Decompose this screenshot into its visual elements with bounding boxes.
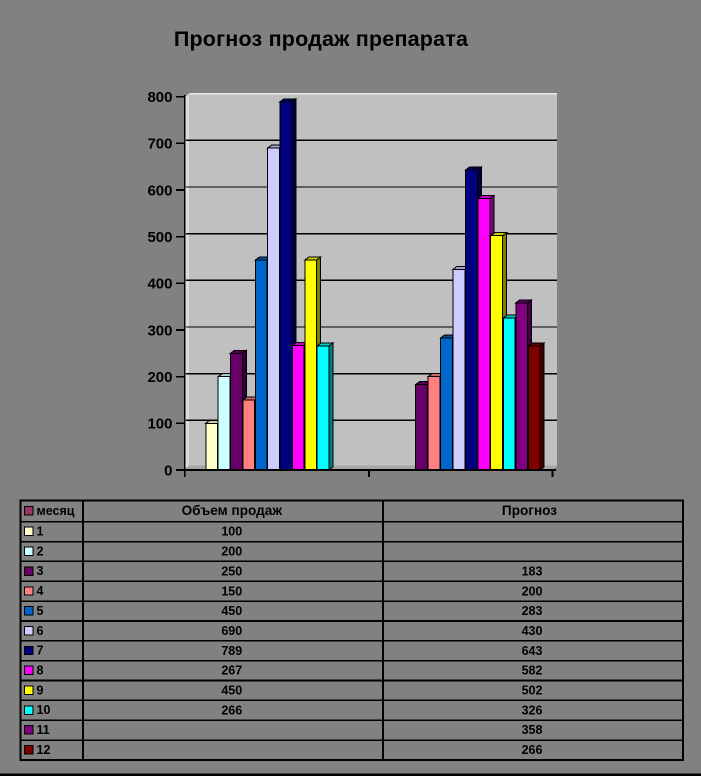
svg-text:200: 200 xyxy=(522,584,543,598)
svg-text:3: 3 xyxy=(37,564,44,578)
svg-text:400: 400 xyxy=(147,276,172,293)
svg-text:283: 283 xyxy=(522,604,543,618)
svg-text:8: 8 xyxy=(37,664,44,678)
svg-text:4: 4 xyxy=(37,584,44,598)
svg-text:267: 267 xyxy=(221,664,242,678)
svg-text:643: 643 xyxy=(522,644,543,658)
svg-text:502: 502 xyxy=(522,684,543,698)
svg-text:100: 100 xyxy=(147,416,172,433)
svg-text:1: 1 xyxy=(37,525,44,539)
svg-text:326: 326 xyxy=(522,703,543,717)
svg-text:450: 450 xyxy=(221,684,242,698)
svg-text:266: 266 xyxy=(522,743,543,757)
svg-text:Прогноз продаж препарата: Прогноз продаж препарата xyxy=(174,27,469,51)
svg-text:358: 358 xyxy=(522,723,543,737)
svg-text:200: 200 xyxy=(221,545,242,559)
svg-text:430: 430 xyxy=(522,624,543,638)
svg-text:150: 150 xyxy=(221,584,242,598)
svg-text:500: 500 xyxy=(147,229,172,246)
svg-text:месяц: месяц xyxy=(37,504,75,518)
svg-text:12: 12 xyxy=(37,743,51,757)
svg-text:Объем продаж: Объем продаж xyxy=(182,503,283,518)
svg-text:700: 700 xyxy=(147,136,172,153)
svg-text:266: 266 xyxy=(221,703,242,717)
svg-text:450: 450 xyxy=(221,604,242,618)
svg-text:6: 6 xyxy=(37,624,44,638)
svg-text:Прогноз: Прогноз xyxy=(502,503,557,518)
svg-text:200: 200 xyxy=(147,369,172,386)
svg-text:250: 250 xyxy=(221,564,242,578)
svg-text:11: 11 xyxy=(37,723,50,737)
svg-text:7: 7 xyxy=(37,644,44,658)
svg-text:600: 600 xyxy=(147,182,172,199)
svg-text:10: 10 xyxy=(37,703,51,717)
svg-text:789: 789 xyxy=(221,644,242,658)
svg-text:5: 5 xyxy=(37,604,44,618)
svg-text:0: 0 xyxy=(164,462,172,479)
svg-text:9: 9 xyxy=(37,683,44,697)
svg-text:690: 690 xyxy=(221,624,242,638)
svg-text:800: 800 xyxy=(147,89,172,106)
svg-text:100: 100 xyxy=(221,525,242,539)
svg-text:300: 300 xyxy=(147,322,172,339)
svg-text:2: 2 xyxy=(37,544,44,558)
svg-text:183: 183 xyxy=(522,564,543,578)
svg-text:582: 582 xyxy=(522,664,543,678)
